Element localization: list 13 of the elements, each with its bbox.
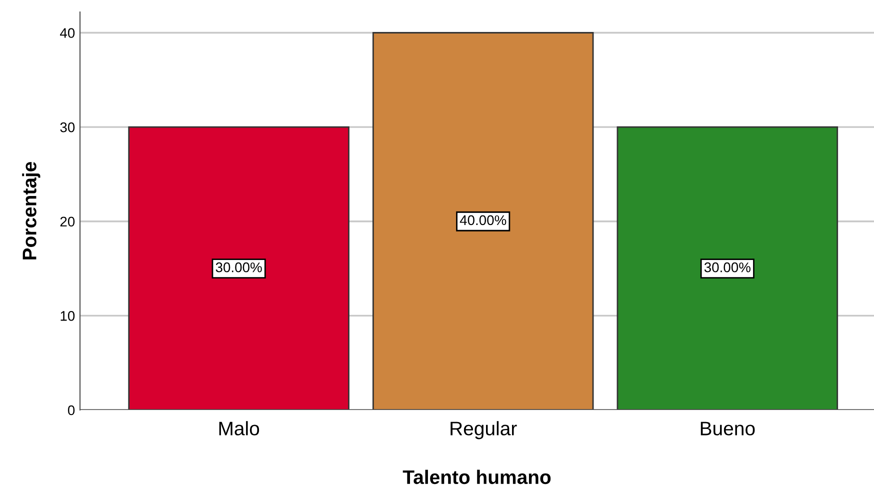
- x-tick-label: Bueno: [700, 422, 755, 436]
- y-axis-title: Porcentaje: [22, 162, 40, 260]
- x-axis-title: Talento humano: [402, 470, 551, 484]
- y-tick-label: 20: [60, 216, 75, 227]
- data-label: 30.00%: [704, 262, 750, 272]
- y-tick-label: 0: [68, 405, 75, 416]
- x-tick-label: Malo: [219, 421, 260, 436]
- x-tick-label: Regular: [450, 421, 517, 440]
- y-tick-label: 40: [60, 28, 75, 38]
- data-label: 30.00%: [216, 262, 262, 272]
- data-label: 40.00%: [460, 215, 506, 226]
- y-tick-label: 30: [60, 122, 75, 132]
- y-tick-label: 10: [60, 311, 75, 321]
